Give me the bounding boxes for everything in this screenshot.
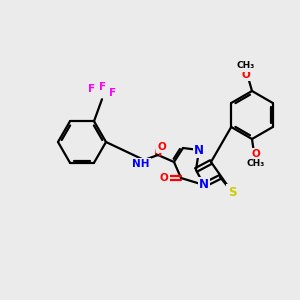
Text: O: O (242, 70, 250, 80)
Text: S: S (228, 185, 236, 199)
Text: NH: NH (132, 159, 150, 169)
Text: F: F (110, 88, 117, 98)
Text: F: F (99, 82, 106, 92)
Text: CH₃: CH₃ (237, 61, 255, 70)
Text: CH₃: CH₃ (247, 158, 265, 167)
Text: O: O (252, 149, 260, 159)
Text: O: O (160, 173, 168, 183)
Text: N: N (199, 178, 209, 191)
Text: N: N (194, 143, 204, 157)
Text: F: F (88, 84, 96, 94)
Text: O: O (158, 142, 166, 152)
